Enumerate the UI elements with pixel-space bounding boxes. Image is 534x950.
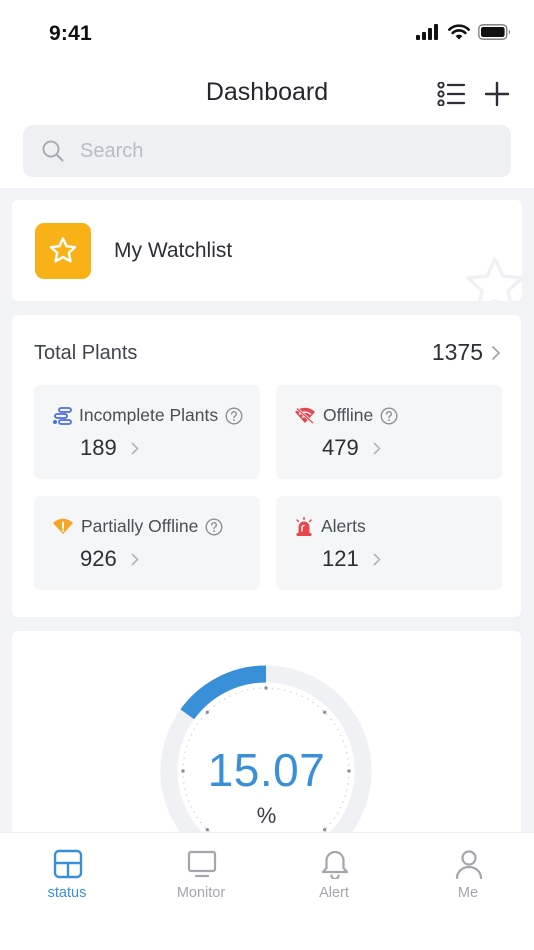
battery-icon [478,24,511,40]
gauge-tick [205,710,210,715]
person-icon [455,850,483,879]
tab-monitor[interactable]: Monitor [151,847,251,907]
alerts-tile[interactable]: Alerts 121 [276,496,502,590]
monitor-icon [187,850,217,878]
partial-offline-warning-icon [53,518,73,534]
tab-monitor-label: Monitor [176,885,226,901]
star-watermark-icon [466,257,522,301]
search-bar[interactable] [23,125,511,177]
gauge-tick [322,827,327,832]
alerts-label: Alerts [321,516,366,536]
tab-bar: status Monitor Alert Me [0,832,534,950]
alerts-value: 121 [322,546,359,571]
alarm-siren-icon [296,516,312,536]
status-bar: 9:41 [0,0,534,70]
watchlist-label: My Watchlist [114,239,233,262]
incomplete-plants-tile[interactable]: Incomplete Plants 189 [34,385,260,479]
gauge-progress-arc [180,665,267,720]
gauge-tick [205,827,210,832]
gauge-unit: % [256,803,277,828]
status-icons [416,24,512,40]
gauge-value: 15.07 [207,744,326,796]
total-plants-label: Total Plants [34,342,138,364]
tab-status[interactable]: status [17,847,117,907]
add-button[interactable] [484,81,510,107]
chevron-right-icon [131,553,139,565]
plus-icon [484,81,510,107]
chevron-right-icon [492,345,500,360]
top-area: 9:41 Dashboard [0,0,534,188]
gauge-tick [347,769,351,773]
search-icon [42,140,64,162]
tab-alert-label: Alert [319,885,349,901]
chevron-right-icon [131,442,139,454]
incomplete-plants-value: 189 [80,435,117,460]
total-plants-count: 1375 [431,339,483,365]
search-input[interactable] [80,125,480,177]
help-icon[interactable] [380,406,398,425]
gauge-tick [181,769,185,773]
cellular-signal-icon [416,24,438,40]
chevron-right-icon [373,442,381,454]
tab-status-label: status [47,885,87,901]
partially-offline-label: Partially Offline [81,516,199,536]
star-icon [49,237,77,263]
status-grid-icon [53,849,83,879]
status-time: 9:41 [49,22,92,45]
list-view-button[interactable] [437,81,466,107]
help-icon[interactable] [205,517,223,536]
offline-label: Offline [323,405,374,425]
offline-wifi-icon [295,407,315,424]
partially-offline-value: 926 [80,546,117,571]
tab-me-label: Me [457,885,479,901]
list-icon [437,81,466,107]
help-icon[interactable] [225,406,243,425]
total-plants-card: Total Plants 1375 Incomplete Plants 189 [12,315,521,617]
chevron-right-icon [373,553,381,565]
gauge-tick [322,710,327,715]
offline-value: 479 [322,435,359,460]
watchlist-card[interactable]: My Watchlist [12,200,522,301]
incomplete-plants-icon [53,406,72,425]
tab-alert[interactable]: Alert [284,847,384,907]
incomplete-plants-label: Incomplete Plants [79,405,219,425]
wifi-icon [448,24,470,40]
page-title: Dashboard [205,78,329,106]
tab-me[interactable]: Me [418,847,518,907]
gauge-tick [264,686,268,690]
offline-tile[interactable]: Offline 479 [276,385,502,479]
partially-offline-tile[interactable]: Partially Offline 926 [34,496,260,590]
watchlist-badge [35,223,91,279]
total-plants-link[interactable]: 1375 [432,339,501,366]
bell-icon [321,850,349,879]
